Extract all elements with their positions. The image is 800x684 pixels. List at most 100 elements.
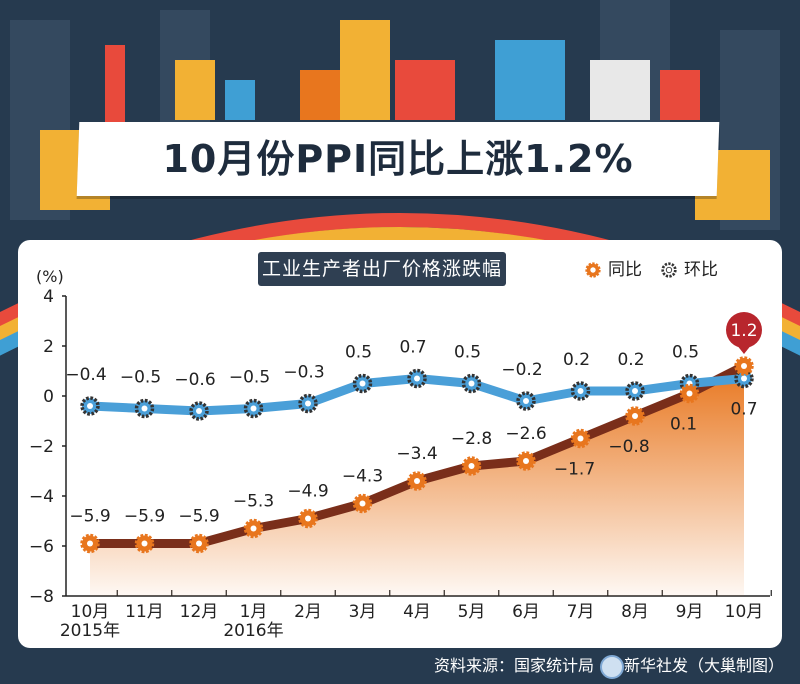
legend-yoy-label: 同比 bbox=[608, 260, 642, 280]
mom-data-label: −0.5 bbox=[120, 368, 161, 388]
yoy-data-label: −5.9 bbox=[178, 507, 219, 527]
mom-data-label: 0.7 bbox=[730, 400, 757, 420]
mom-data-label: −0.3 bbox=[283, 363, 324, 383]
yoy-point-hub bbox=[414, 478, 420, 484]
mom-point bbox=[570, 381, 591, 401]
y-tick-label: −6 bbox=[29, 537, 54, 557]
y-tick-label: −4 bbox=[29, 487, 54, 507]
yoy-point-hub bbox=[686, 390, 693, 397]
yoy-point bbox=[734, 356, 754, 376]
mom-point bbox=[516, 391, 536, 411]
y-tick-label: 4 bbox=[43, 287, 54, 307]
mom-data-label: −0.6 bbox=[174, 370, 215, 390]
chart-subtitle: 工业生产者出厂价格涨跌幅 bbox=[261, 258, 502, 280]
yoy-point bbox=[570, 428, 591, 449]
mom-data-label: 0.7 bbox=[399, 338, 426, 358]
yoy-data-label: −4.3 bbox=[342, 467, 383, 487]
yoy-data-label: −2.6 bbox=[505, 424, 546, 444]
legend-yoy: 同比 bbox=[584, 258, 642, 282]
credit-text: 新华社发（大巢制图） bbox=[623, 656, 784, 675]
mom-data-label: −0.4 bbox=[65, 365, 106, 385]
yoy-point bbox=[516, 451, 536, 471]
yoy-point bbox=[352, 493, 373, 514]
yoy-point bbox=[243, 518, 264, 539]
footer: 资料来源：国家统计局 新华社发（大巢制图） bbox=[434, 652, 784, 680]
mom-point bbox=[461, 373, 482, 394]
dark-gear-icon bbox=[661, 262, 677, 278]
yoy-data-label: −5.9 bbox=[124, 507, 165, 527]
mom-point-hub bbox=[359, 380, 366, 387]
y-tick-label: −2 bbox=[29, 437, 54, 457]
x-tick-label: 6月 bbox=[512, 602, 540, 622]
mom-data-label: 0.5 bbox=[454, 343, 481, 363]
yoy-data-label: −3.4 bbox=[396, 444, 437, 464]
mom-point bbox=[352, 373, 373, 394]
mom-data-label: 0.2 bbox=[617, 350, 644, 370]
x-tick-label: 1月 bbox=[240, 602, 268, 622]
yoy-point bbox=[461, 456, 482, 476]
yoy-data-label: −4.9 bbox=[287, 482, 328, 502]
mom-point-hub bbox=[87, 403, 93, 409]
mom-data-label: −0.5 bbox=[229, 368, 270, 388]
yoy-data-label: −2.8 bbox=[451, 429, 492, 449]
yoy-point bbox=[80, 533, 100, 554]
yoy-data-label: 0.1 bbox=[670, 415, 697, 435]
yoy-data-label: −1.7 bbox=[554, 460, 595, 480]
x-tick-label: 10月 bbox=[71, 602, 110, 622]
mom-point-hub bbox=[414, 375, 420, 382]
orange-gear-icon bbox=[585, 262, 601, 278]
mom-point-hub bbox=[523, 398, 529, 404]
x-tick-label: 8月 bbox=[621, 602, 649, 622]
y-tick-label: 0 bbox=[43, 387, 54, 407]
yoy-point-hub bbox=[523, 458, 529, 464]
x-year-label: 2016年 bbox=[223, 621, 283, 641]
mom-point bbox=[243, 398, 264, 419]
legend-mom: 环比 bbox=[660, 258, 718, 282]
mom-point bbox=[625, 381, 645, 401]
mom-point-hub bbox=[196, 408, 202, 414]
mom-data-label: 0.5 bbox=[672, 343, 699, 363]
x-tick-label: 4月 bbox=[403, 602, 431, 622]
mom-point bbox=[298, 393, 318, 414]
mom-point-hub bbox=[577, 388, 584, 394]
mom-data-label: 0.5 bbox=[345, 343, 372, 363]
yoy-point bbox=[298, 508, 318, 529]
subtitle-box bbox=[258, 252, 506, 286]
y-tick-label: 2 bbox=[43, 337, 54, 357]
x-tick-label: 12月 bbox=[180, 602, 219, 622]
highlight-bubble bbox=[726, 312, 762, 348]
yoy-point-hub bbox=[359, 500, 366, 507]
yoy-point bbox=[134, 533, 155, 554]
x-tick-label: 7月 bbox=[567, 602, 595, 622]
mom-point-hub bbox=[305, 400, 311, 407]
yoy-point bbox=[407, 471, 427, 491]
x-tick-label: 5月 bbox=[458, 602, 486, 622]
x-tick-label: 11月 bbox=[125, 602, 164, 622]
mom-point-hub bbox=[250, 405, 257, 412]
mom-point bbox=[189, 401, 209, 421]
yoy-point-hub bbox=[87, 540, 93, 547]
y-tick-label: −8 bbox=[29, 587, 54, 607]
yoy-point bbox=[625, 406, 645, 426]
xinhua-logo-icon bbox=[600, 655, 624, 679]
mom-point bbox=[407, 368, 427, 389]
yoy-data-label: −5.3 bbox=[233, 492, 274, 512]
yoy-point-hub bbox=[577, 435, 584, 442]
yoy-data-label: −0.8 bbox=[608, 437, 649, 457]
yoy-point-hub bbox=[741, 363, 747, 369]
x-tick-label: 9月 bbox=[676, 602, 704, 622]
chart-title: 10月份PPI同比上涨1.2% bbox=[162, 137, 634, 181]
legend-mom-label: 环比 bbox=[684, 260, 718, 280]
x-tick-label: 3月 bbox=[349, 602, 377, 622]
mom-point-hub bbox=[141, 405, 148, 412]
x-tick-label: 10月 bbox=[725, 602, 764, 622]
yoy-data-label: −5.9 bbox=[69, 507, 110, 527]
yoy-point-hub bbox=[196, 540, 202, 547]
yoy-point bbox=[679, 383, 700, 404]
yoy-point-hub bbox=[141, 540, 148, 547]
mom-point bbox=[80, 396, 100, 416]
yoy-point-hub bbox=[305, 515, 311, 522]
y-axis-label: (%) bbox=[36, 267, 64, 286]
mom-data-label: −0.2 bbox=[501, 360, 542, 380]
